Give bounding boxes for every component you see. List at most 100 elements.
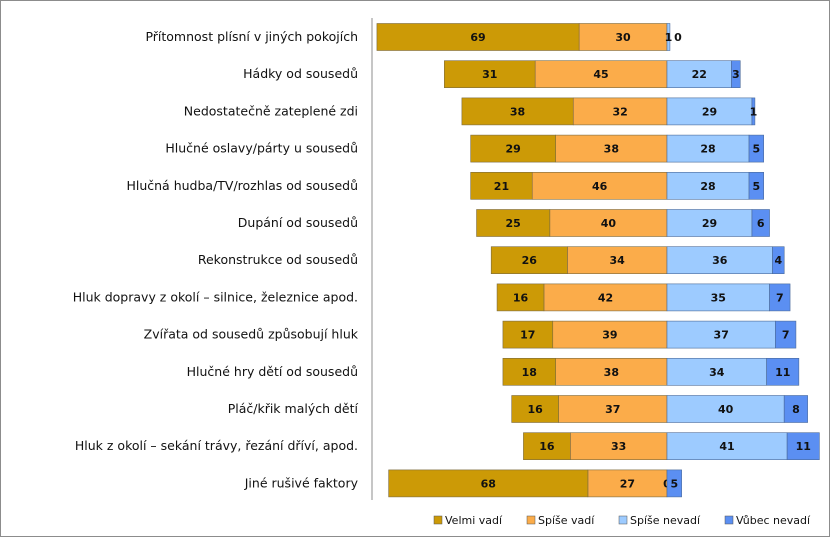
- category-label: Hlučné oslavy/párty u sousedů: [165, 141, 358, 156]
- bar-segment: [666, 246, 773, 274]
- bar-segment: [786, 432, 820, 461]
- bar-segment: [748, 134, 764, 163]
- category-label: Přítomnost plísní v jiných pokojích: [145, 29, 358, 44]
- data-label: 38: [510, 105, 525, 118]
- bar-segment: [490, 246, 568, 274]
- bar-segment: [470, 134, 556, 163]
- bar-segment: [502, 320, 554, 349]
- data-label: 16: [539, 440, 555, 453]
- data-label: 1: [665, 31, 673, 44]
- bar-segment: [543, 283, 668, 312]
- category-label: Pláč/křik malých dětí: [228, 401, 359, 416]
- bar-segment: [552, 320, 668, 349]
- data-label: 69: [470, 31, 485, 44]
- bar-segment: [775, 320, 797, 349]
- category-label: Hlučné hry dětí od sousedů: [187, 364, 358, 379]
- category-label: Dupání od sousedů: [238, 215, 358, 230]
- bar-segment: [783, 395, 808, 423]
- bar-segment: [751, 209, 770, 237]
- data-label: 26: [522, 254, 538, 267]
- bar-segment: [376, 23, 580, 51]
- data-label: 18: [522, 366, 537, 379]
- data-label: 7: [782, 329, 790, 342]
- data-label: 31: [482, 68, 497, 81]
- bar-segment: [766, 357, 800, 386]
- data-label: 37: [605, 403, 620, 416]
- bar-segment: [666, 23, 671, 51]
- bar-segment: [666, 283, 770, 312]
- data-label: 40: [601, 217, 617, 230]
- data-label: 7: [776, 291, 784, 304]
- data-label: 28: [700, 143, 715, 156]
- data-label: 11: [775, 366, 790, 379]
- data-label: 4: [775, 254, 783, 267]
- bar-segment: [666, 469, 682, 498]
- data-label: 34: [610, 254, 626, 267]
- bar-segment: [751, 97, 756, 126]
- data-label: 17: [520, 329, 535, 342]
- bar-segment: [461, 97, 574, 126]
- data-label: 29: [702, 217, 717, 230]
- bar-segment: [558, 395, 668, 423]
- data-label: 35: [711, 291, 726, 304]
- bar-segment: [666, 357, 767, 386]
- data-label: 32: [612, 105, 627, 118]
- bar-segment: [531, 172, 668, 200]
- bar-segment: [772, 246, 785, 274]
- bar-segment: [555, 357, 668, 386]
- data-label: 21: [494, 180, 509, 193]
- data-label: 0: [674, 31, 682, 44]
- data-label: 5: [753, 180, 761, 193]
- bar-segment: [731, 60, 741, 89]
- legend-swatch: [526, 515, 536, 525]
- category-label: Zvířata od sousedů způsobují hluk: [144, 327, 359, 342]
- data-label: 1: [750, 105, 758, 118]
- data-label: 25: [506, 217, 521, 230]
- data-label: 38: [604, 143, 619, 156]
- data-label: 36: [712, 254, 728, 267]
- data-label: 22: [692, 68, 707, 81]
- legend-swatch: [618, 515, 628, 525]
- bar-segment: [748, 172, 764, 200]
- bar-segment: [666, 97, 753, 126]
- data-label: 29: [506, 143, 521, 156]
- bar-segment: [534, 60, 668, 89]
- data-label: 39: [602, 329, 617, 342]
- bar-segment: [496, 283, 545, 312]
- data-label: 46: [592, 180, 608, 193]
- bar-segment: [523, 432, 571, 461]
- legend-label: Velmi vadí: [445, 514, 503, 527]
- data-label: 16: [527, 403, 543, 416]
- bar-segment: [570, 432, 668, 461]
- legend-label: Spíše nevadí: [630, 514, 701, 527]
- data-label: 27: [620, 477, 635, 490]
- category-label: Hluk z okolí – sekání trávy, řezání dřív…: [75, 438, 358, 453]
- bar-segment: [511, 395, 559, 423]
- data-label: 30: [615, 31, 631, 44]
- data-label: 38: [604, 366, 619, 379]
- category-label: Hádky od sousedů: [243, 66, 358, 81]
- bar-segment: [769, 283, 791, 312]
- category-label: Hlučná hudba/TV/rozhlas od sousedů: [126, 178, 358, 193]
- bar-segment: [666, 60, 732, 89]
- bar-segment: [555, 134, 668, 163]
- data-label: 28: [700, 180, 715, 193]
- bar-segment: [388, 469, 589, 498]
- data-label: 6: [757, 217, 765, 230]
- data-label: 8: [792, 403, 800, 416]
- data-label: 45: [593, 68, 608, 81]
- bar-segment: [476, 209, 551, 237]
- legend-label: Vůbec nevadí: [736, 514, 811, 527]
- category-label: Hluk dopravy z okolí – silnice, železnic…: [73, 289, 358, 304]
- data-label: 5: [753, 143, 761, 156]
- data-label: 11: [796, 440, 811, 453]
- data-label: 68: [481, 477, 496, 490]
- bar-segment: [666, 209, 753, 237]
- data-label: 42: [598, 291, 613, 304]
- data-label: 34: [709, 366, 725, 379]
- bar-segment: [666, 320, 776, 349]
- data-label: 37: [714, 329, 729, 342]
- bar-segment: [666, 395, 785, 423]
- bar-segment: [444, 60, 536, 89]
